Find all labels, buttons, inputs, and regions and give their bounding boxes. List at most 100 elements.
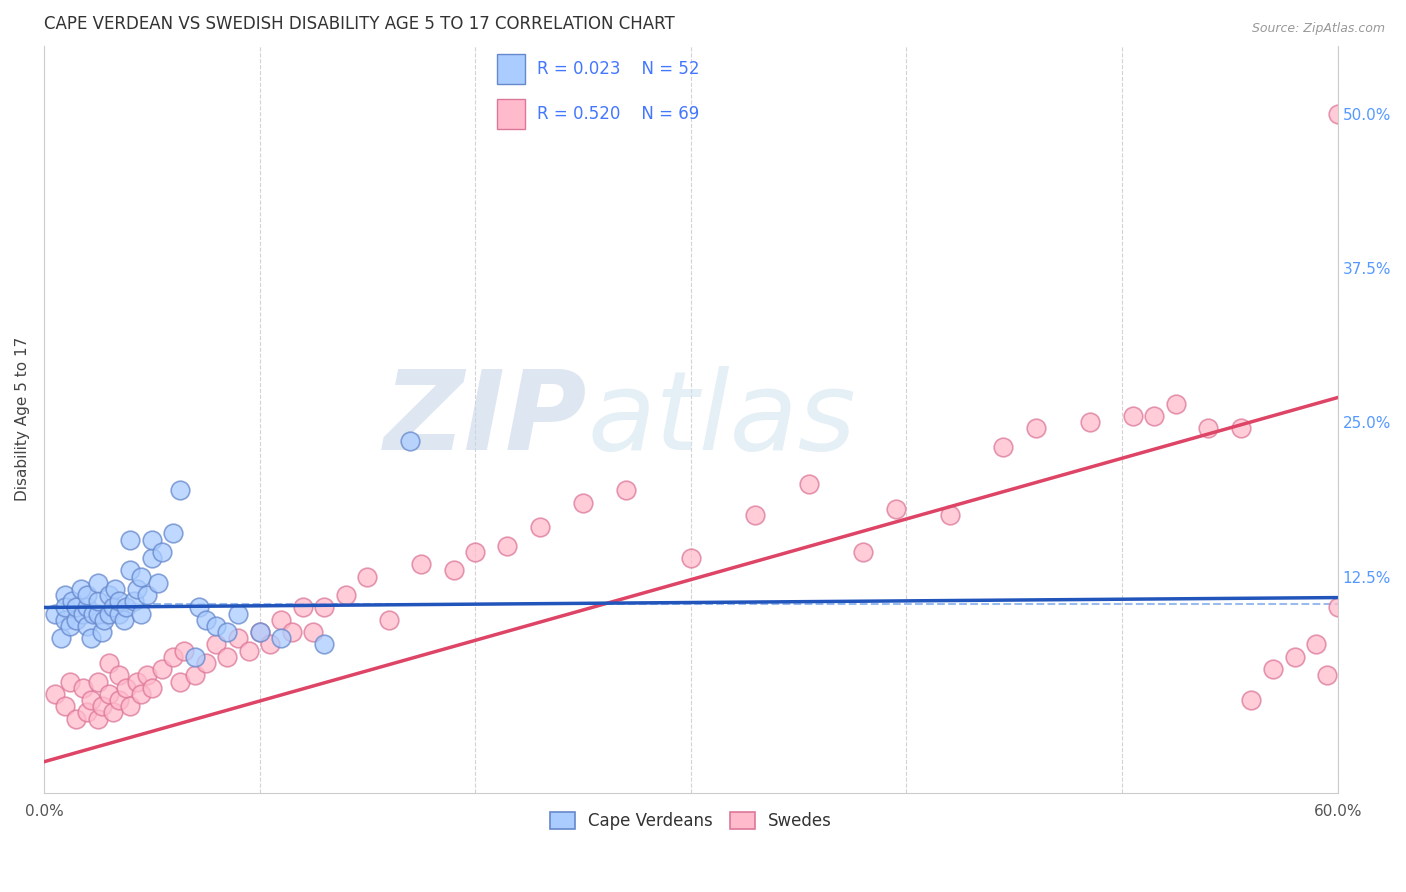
Point [55, 699, 77, 714]
Point [125, 674, 148, 689]
Point [97, 656, 120, 670]
Point [82, 607, 104, 621]
Point [217, 649, 239, 664]
Point [136, 588, 159, 602]
Point [87, 674, 110, 689]
Point [93, 613, 115, 627]
Point [97, 687, 120, 701]
Point [249, 625, 271, 640]
Point [44, 607, 66, 621]
Point [108, 693, 131, 707]
Point [314, 638, 336, 652]
Text: CAPE VERDEAN VS SWEDISH DISABILITY AGE 5 TO 17 CORRELATION CHART: CAPE VERDEAN VS SWEDISH DISABILITY AGE 5… [44, 15, 675, 33]
Point [1261, 662, 1284, 676]
Point [1240, 693, 1263, 707]
Point [76, 588, 98, 602]
Point [291, 600, 314, 615]
Point [884, 501, 907, 516]
Point [399, 434, 422, 448]
Point [125, 582, 148, 596]
Point [80, 693, 103, 707]
Point [76, 619, 98, 633]
Point [87, 575, 110, 590]
Point [129, 569, 152, 583]
Point [1143, 409, 1166, 423]
Point [194, 613, 217, 627]
Text: ZIP: ZIP [384, 366, 588, 473]
Text: R = 0.520    N = 69: R = 0.520 N = 69 [537, 105, 699, 123]
Point [314, 600, 336, 615]
Point [72, 681, 94, 695]
Point [188, 600, 211, 615]
Point [1305, 638, 1327, 652]
Point [614, 483, 637, 498]
Point [146, 575, 169, 590]
Point [59, 674, 82, 689]
Point [108, 607, 131, 621]
Point [852, 545, 875, 559]
Point [270, 613, 292, 627]
Point [97, 607, 120, 621]
Legend: Cape Verdeans, Swedes: Cape Verdeans, Swedes [543, 805, 838, 837]
Point [141, 551, 163, 566]
Point [1197, 421, 1219, 435]
Point [87, 712, 110, 726]
Point [136, 668, 159, 682]
Point [44, 687, 66, 701]
Point [101, 600, 124, 615]
Point [378, 613, 401, 627]
Point [799, 477, 821, 491]
Point [679, 551, 702, 566]
Point [1326, 106, 1348, 120]
Point [744, 508, 766, 522]
Point [65, 600, 87, 615]
Point [1164, 397, 1187, 411]
FancyBboxPatch shape [496, 99, 526, 129]
Point [356, 569, 378, 583]
FancyBboxPatch shape [496, 54, 526, 84]
Point [938, 508, 960, 522]
Text: Source: ZipAtlas.com: Source: ZipAtlas.com [1251, 22, 1385, 36]
Text: atlas: atlas [588, 366, 856, 473]
Point [108, 594, 131, 608]
Point [259, 638, 281, 652]
Point [162, 526, 184, 541]
Point [270, 632, 292, 646]
Point [184, 649, 207, 664]
Point [124, 594, 146, 608]
Point [217, 625, 239, 640]
Point [152, 662, 174, 676]
Point [162, 649, 184, 664]
Point [80, 632, 103, 646]
Point [72, 607, 94, 621]
Y-axis label: Disability Age 5 to 17: Disability Age 5 to 17 [15, 337, 30, 501]
Point [226, 632, 249, 646]
Point [572, 495, 595, 509]
Point [129, 607, 152, 621]
Point [141, 681, 163, 695]
Point [120, 563, 142, 577]
Point [114, 681, 136, 695]
Point [335, 588, 357, 602]
Point [993, 440, 1015, 454]
Point [496, 539, 519, 553]
Point [1078, 415, 1101, 429]
Point [97, 588, 120, 602]
Point [205, 638, 228, 652]
Point [60, 594, 83, 608]
Point [120, 533, 142, 547]
Point [49, 632, 72, 646]
Point [169, 483, 191, 498]
Point [1025, 421, 1047, 435]
Point [76, 706, 98, 720]
Point [173, 643, 195, 657]
Point [114, 600, 136, 615]
Point [1316, 668, 1339, 682]
Point [91, 699, 114, 714]
Point [281, 625, 304, 640]
Point [238, 643, 260, 657]
Point [411, 558, 433, 572]
Point [104, 582, 127, 596]
Point [1326, 600, 1348, 615]
Point [91, 625, 114, 640]
